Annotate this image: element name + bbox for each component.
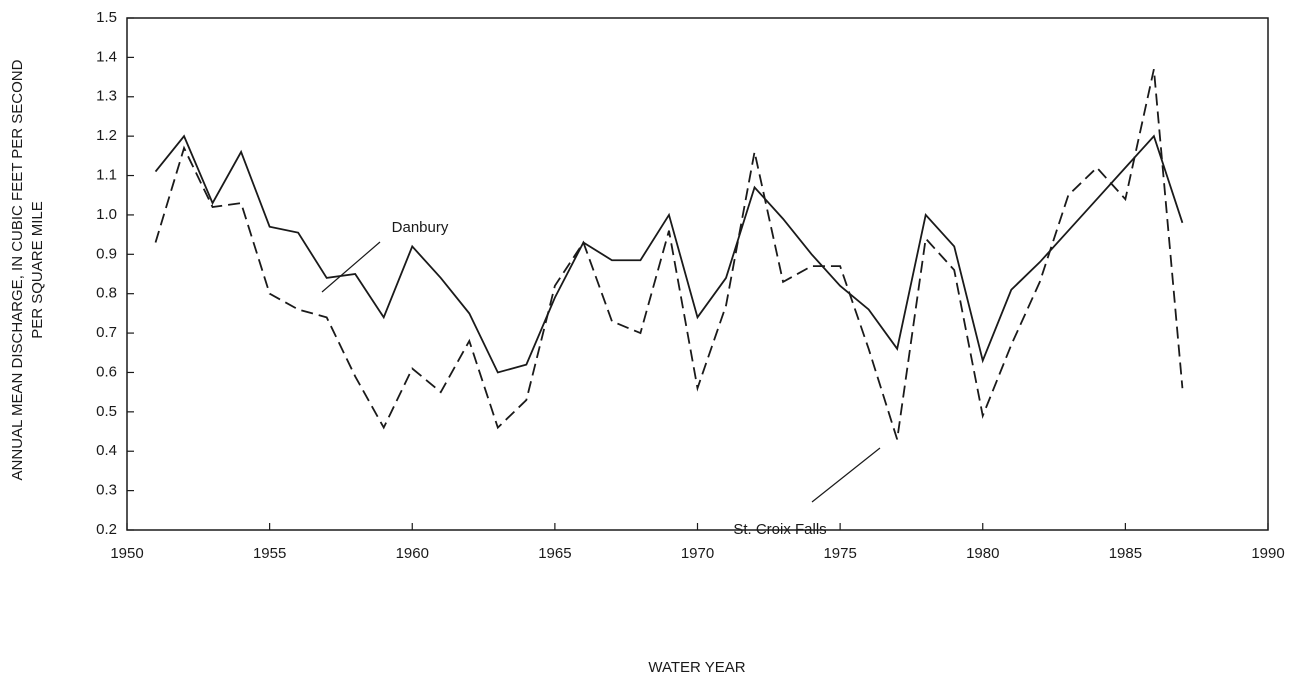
x-tick-label: 1960 [396,545,429,562]
series-line [154,69,1184,440]
plot-frame [126,17,1269,531]
y-tick-label: 0.7 [96,324,117,341]
y-tick-label: 0.2 [96,521,117,538]
y-tick-label: 0.5 [96,403,117,420]
y-tick-label: 1.0 [96,206,117,223]
y-tick-label: 1.1 [96,167,117,184]
y-tick-label: 0.9 [96,245,117,262]
y-tick-label: 1.5 [96,9,117,26]
series-label: Danbury [392,219,449,236]
y-axis-label: ANNUAL MEAN DISCHARGE, IN CUBIC FEET PER… [9,59,26,480]
x-axis-label: WATER YEAR [648,659,745,676]
x-tick-label: 1950 [110,545,143,562]
x-tick-label: 1975 [823,545,856,562]
y-tick-label: 1.3 [96,88,117,105]
y-tick-label: 0.3 [96,482,117,499]
leader-line [811,447,881,503]
leader-line [321,241,381,293]
y-tick-label: 0.6 [96,363,117,380]
y-tick-label: 1.4 [96,48,117,65]
y-axis-label: PER SQUARE MILE [29,201,46,339]
y-tick-label: 0.4 [96,442,117,459]
x-tick-label: 1955 [253,545,286,562]
y-tick-label: 1.2 [96,127,117,144]
series-label: St. Croix Falls [733,521,826,538]
x-tick-label: 1970 [681,545,714,562]
x-tick-label: 1985 [1109,545,1142,562]
y-tick-label: 0.8 [96,285,117,302]
x-tick-label: 1965 [538,545,571,562]
series-line [154,134,1184,374]
x-tick-label: 1990 [1251,545,1284,562]
x-tick-label: 1980 [966,545,999,562]
